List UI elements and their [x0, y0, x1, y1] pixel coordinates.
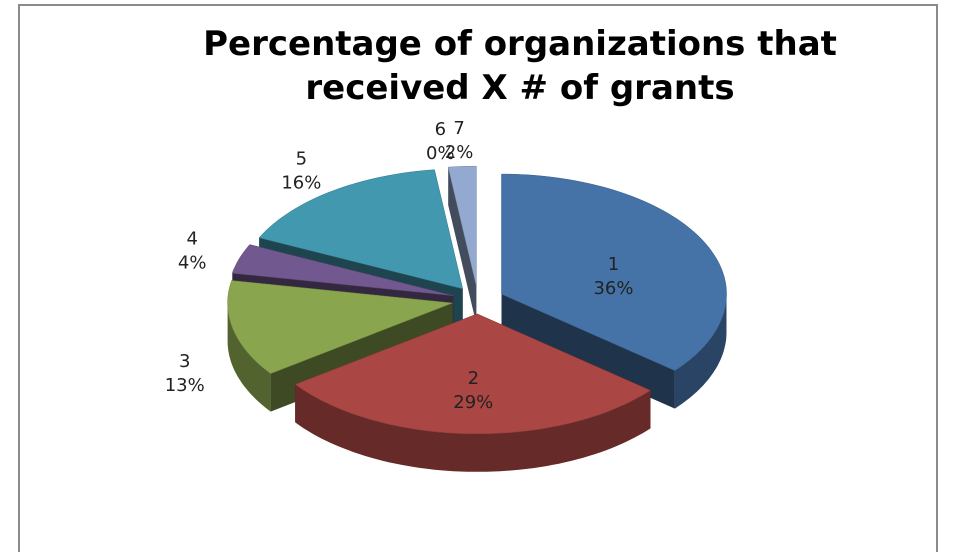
data-label-category: 1	[608, 254, 619, 275]
data-label-category: 5	[296, 148, 307, 169]
data-label-category: 6	[435, 119, 446, 140]
data-label: 2%	[445, 142, 474, 163]
slice	[294, 313, 652, 435]
slice-wall	[227, 303, 271, 412]
data-label: 16%	[281, 172, 321, 193]
slice-side	[448, 167, 477, 325]
chart-frame	[18, 4, 938, 552]
data-label: 29%	[453, 392, 493, 413]
slice-wall	[295, 384, 651, 472]
data-label-category: 3	[179, 351, 190, 372]
slice-side	[501, 294, 675, 409]
slice	[231, 244, 454, 296]
data-label: 13%	[165, 375, 205, 396]
data-label: 0%	[426, 143, 455, 164]
slice	[447, 165, 477, 287]
slice	[258, 169, 464, 290]
slice	[501, 173, 727, 371]
data-label-category: 7	[453, 118, 464, 139]
data-label-category: 4	[186, 228, 197, 249]
data-label-category: 2	[468, 368, 479, 389]
data-label: 4%	[178, 252, 207, 273]
data-label: 36%	[593, 278, 633, 299]
slice	[227, 280, 453, 374]
slice-wall	[674, 294, 727, 409]
chart-title: Percentage of organizations that receive…	[203, 24, 837, 108]
